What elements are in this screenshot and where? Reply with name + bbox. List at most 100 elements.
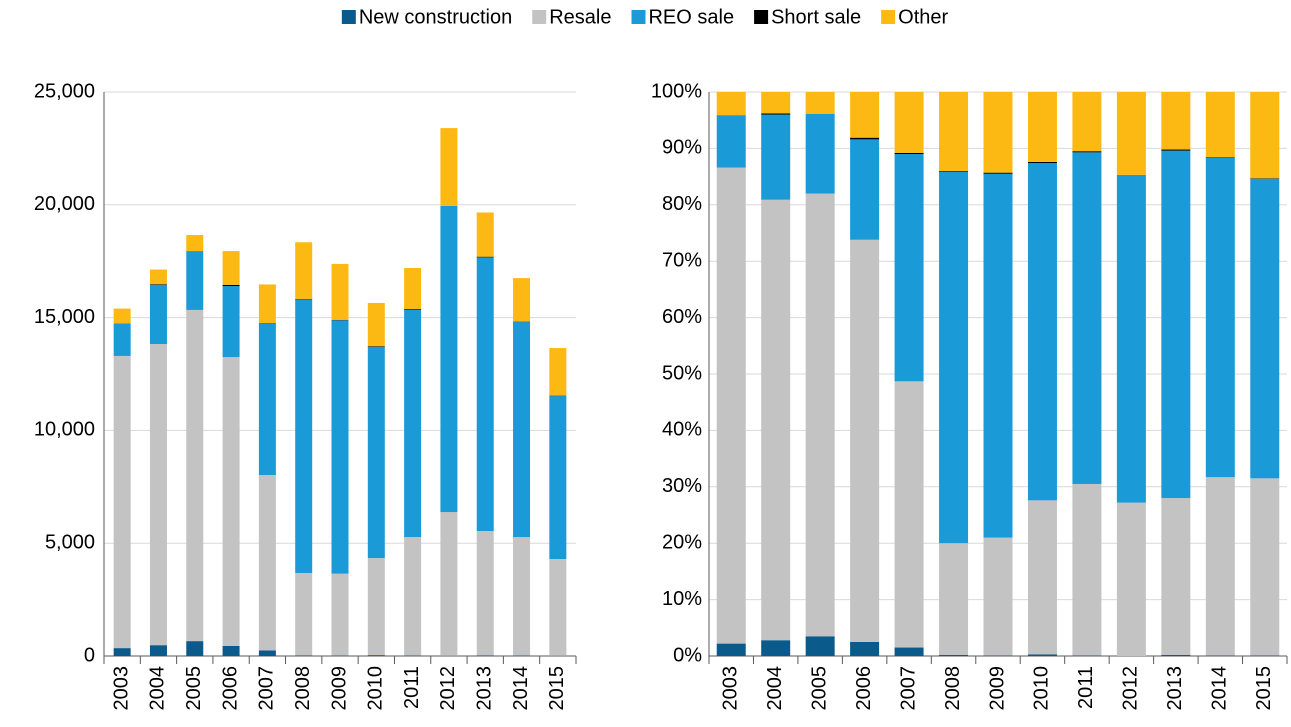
bar-segment — [476, 256, 494, 258]
bar-segment — [1027, 92, 1057, 162]
bar-segment — [805, 193, 835, 637]
legend-swatch — [341, 10, 356, 24]
x-tick-label: 2010 — [365, 666, 387, 711]
bar-segment — [113, 355, 131, 649]
bar-segment — [149, 343, 167, 646]
x-tick-label: 2011 — [1075, 666, 1097, 709]
bar-segment — [186, 235, 204, 252]
bar-segment — [549, 396, 567, 559]
bar-segment — [404, 537, 422, 656]
x-tick-label: 2014 — [510, 666, 532, 711]
bar-segment — [513, 322, 531, 538]
bar-segment — [761, 640, 791, 656]
bar-segment — [331, 263, 349, 320]
x-tick-label: 2011 — [401, 666, 423, 709]
x-tick-label: 2015 — [546, 666, 568, 711]
bar-segment — [1250, 478, 1280, 656]
bar-segment — [939, 170, 969, 172]
x-tick-label: 2003 — [720, 666, 742, 711]
bar-segment — [1250, 655, 1280, 656]
bar-segment — [1161, 149, 1191, 151]
bar-segment — [513, 537, 531, 656]
bar-segment — [1205, 655, 1235, 656]
bar-segment — [1205, 157, 1235, 478]
bar-segment — [1205, 477, 1235, 656]
bar-segment — [222, 645, 240, 656]
bar-segment — [404, 267, 422, 310]
bar-segment — [939, 654, 969, 656]
bar-segment — [850, 641, 880, 656]
bar-segment — [805, 636, 835, 656]
y-tick-label: 0% — [673, 644, 702, 666]
bar-segment — [894, 381, 924, 648]
bar-segment — [476, 531, 494, 656]
x-tick-label: 2009 — [328, 666, 350, 711]
bar-segment — [716, 115, 746, 168]
y-tick-label: 5,000 — [45, 531, 95, 553]
bar-segment — [222, 284, 240, 287]
bar-segment — [331, 573, 349, 656]
bar-segment — [113, 308, 131, 324]
bar-segment — [1072, 483, 1102, 656]
bar-segment — [258, 650, 276, 656]
bar-segment — [983, 92, 1013, 173]
bar-segment — [295, 242, 313, 299]
legend-swatch — [532, 10, 547, 24]
bar-segment — [186, 309, 204, 642]
bar-segment — [222, 286, 240, 358]
bar-segment — [850, 137, 880, 140]
bar-segment — [983, 173, 1013, 538]
bar-segment — [295, 572, 313, 656]
x-tick-label: 2009 — [986, 666, 1008, 711]
y-tick-label: 50% — [662, 362, 702, 384]
x-tick-label: 2013 — [474, 666, 496, 711]
x-tick-label: 2008 — [942, 666, 964, 711]
y-tick-label: 20,000 — [34, 193, 95, 215]
bar-segment — [1116, 92, 1146, 175]
x-tick-label: 2006 — [853, 666, 875, 711]
bar-segment — [222, 251, 240, 285]
bar-segment — [367, 655, 385, 656]
bar-segment — [404, 309, 422, 538]
y-tick-label: 90% — [662, 137, 702, 159]
bar-segment — [1161, 498, 1191, 655]
bar-segment — [404, 309, 422, 310]
bar-segment — [805, 113, 835, 194]
x-tick-label: 2004 — [764, 666, 786, 711]
bar-segment — [894, 154, 924, 382]
x-tick-label: 2012 — [437, 666, 459, 711]
bar-segment — [1072, 655, 1102, 656]
bar-segment — [939, 171, 969, 544]
bar-segment — [894, 92, 924, 153]
y-tick-label: 0 — [84, 644, 95, 666]
legend-swatch — [631, 10, 646, 24]
bar-segment — [513, 278, 531, 322]
bar-segment — [367, 346, 385, 347]
bar-segment — [1161, 654, 1191, 656]
bar-segment — [761, 92, 791, 114]
bar-segment — [1072, 152, 1102, 484]
x-tick-label: 2014 — [1209, 666, 1231, 711]
bar-segment — [1205, 157, 1235, 158]
bar-segment — [295, 655, 313, 656]
bar-segment — [476, 655, 494, 656]
y-tick-label: 70% — [662, 249, 702, 271]
bar-segment — [367, 558, 385, 656]
bar-segment — [331, 320, 349, 574]
bar-segment — [1072, 151, 1102, 153]
bar-segment — [258, 323, 276, 476]
y-tick-label: 60% — [662, 306, 702, 328]
bar-segment — [149, 284, 167, 344]
bar-segment — [983, 172, 1013, 174]
bar-segment — [1250, 178, 1280, 179]
bar-segment — [113, 648, 131, 656]
bar-segment — [1027, 163, 1057, 501]
x-tick-label: 2004 — [147, 666, 169, 711]
bar-segment — [113, 323, 131, 356]
bar-segment — [1250, 92, 1280, 179]
bar-segment — [258, 284, 276, 324]
legend-label: New construction — [359, 6, 512, 28]
bar-segment — [850, 92, 880, 138]
x-tick-label: 2015 — [1253, 666, 1275, 711]
bar-segment — [716, 92, 746, 116]
